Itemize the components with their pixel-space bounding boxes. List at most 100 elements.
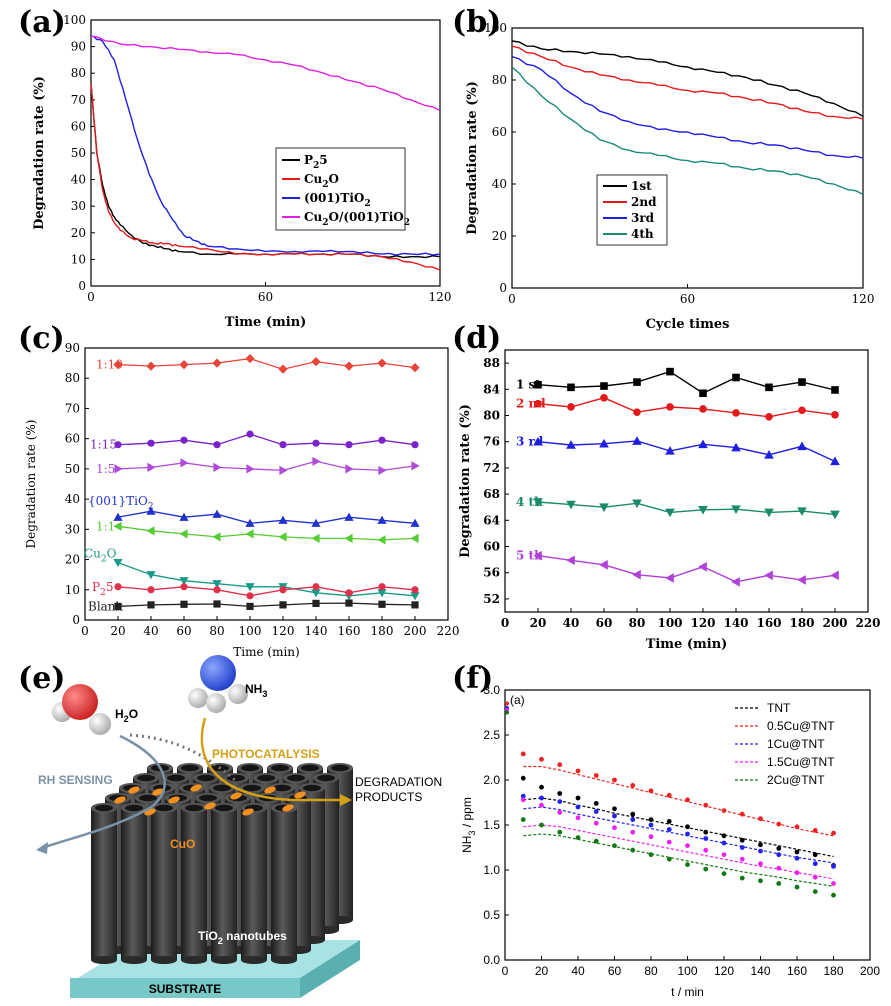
series-line-2 [90, 35, 441, 256]
nanotube-hole [215, 804, 233, 812]
nanotube-bottom [241, 956, 267, 964]
x-axis-label: Time (min) [225, 315, 307, 330]
nanotube-hole [139, 794, 157, 802]
data-point [575, 795, 581, 801]
series-label: 1:5 [96, 462, 115, 476]
hydrogen-atom [228, 684, 248, 704]
data-point [758, 848, 763, 854]
arrow-head [340, 794, 352, 806]
data-point [703, 836, 709, 841]
data-point [776, 865, 782, 871]
x-tick-label: 120 [690, 616, 715, 630]
legend-f: TNT 0.5Cu@TNT 1Cu@TNT 1.5Cu@TNT 2Cu@TNT [735, 701, 835, 787]
data-point [575, 804, 581, 810]
y-tick-label: 80 [483, 409, 500, 423]
data-point [114, 441, 122, 449]
data-point [593, 820, 599, 826]
data-point [794, 855, 800, 861]
panel-label-b: (b) [452, 5, 501, 40]
x-tick-label: 0 [81, 624, 89, 638]
y-tick-label: 2.5 [483, 728, 500, 742]
data-point [566, 440, 576, 449]
data-point [797, 441, 807, 451]
data-point [731, 442, 741, 452]
series-label: 1:10 [96, 358, 123, 372]
cuo-particle [128, 786, 140, 794]
data-point [721, 808, 727, 813]
fit-line-2 [523, 806, 834, 864]
data-point [147, 601, 155, 609]
data-point [666, 827, 672, 832]
nanotube-hole [241, 764, 259, 772]
series-label: 1:1 [96, 519, 115, 533]
nanotube-bottom [151, 956, 177, 964]
data-point [377, 535, 386, 545]
nanotube-bottom [271, 956, 297, 964]
nanotube-bottom [121, 956, 147, 964]
x-axis-label: t / min [671, 985, 704, 999]
data-point [797, 575, 806, 585]
data-point [666, 819, 672, 824]
x-tick-label: 0 [87, 290, 95, 304]
data-point [721, 833, 727, 839]
data-point [378, 436, 386, 444]
legend-label: 2nd [631, 195, 657, 209]
data-point [600, 382, 608, 390]
data-point [612, 806, 617, 812]
data-point [612, 813, 617, 819]
data-point [812, 828, 818, 833]
data-point [794, 884, 800, 890]
cuo-particle [282, 804, 294, 812]
data-point [520, 751, 526, 757]
fit-line-1 [523, 765, 834, 837]
y-axis-label: Degradation rate (%) [465, 81, 480, 235]
data-point [599, 438, 609, 448]
x-tick-label: 120 [852, 292, 875, 306]
series-label: 4 th [516, 495, 543, 509]
data-point [566, 500, 576, 510]
y-axis-label: Degradation rate (%) [24, 420, 38, 549]
data-point [539, 822, 544, 828]
data-point [344, 512, 354, 521]
legend-label: 0.5Cu@TNT [767, 719, 835, 733]
data-point [666, 839, 672, 845]
series-line-2 [117, 460, 416, 472]
series-line-5 [117, 561, 416, 597]
nanotube-hole [137, 774, 155, 782]
nanotube-hole [213, 784, 231, 792]
chart-a: 0 60 120 0 10 20 30 40 50 60 70 80 90 100 Time (min) De… [32, 13, 451, 330]
data-point [505, 710, 509, 715]
data-point [831, 864, 836, 869]
data-point [212, 509, 222, 518]
data-point [665, 446, 675, 455]
data-point [764, 508, 774, 518]
data-point [278, 515, 288, 524]
cuo-label: CuO [170, 837, 195, 851]
substrate-side [300, 940, 360, 998]
data-point [213, 586, 221, 594]
series-line-4 [537, 555, 836, 583]
data-point [612, 777, 617, 783]
hydrogen-atom [188, 688, 208, 708]
data-point [114, 602, 122, 610]
data-point [311, 589, 321, 598]
data-point [698, 439, 708, 449]
x-tick-label: 140 [723, 616, 748, 630]
y-tick-label: 20 [71, 226, 86, 240]
x-tick-label: 0 [508, 292, 516, 306]
data-point [213, 441, 221, 449]
series-line-0 [117, 357, 416, 370]
data-point [630, 811, 636, 817]
panel-label-e: (e) [18, 661, 65, 696]
y-tick-label: 1.0 [483, 863, 500, 877]
data-point [312, 599, 320, 607]
x-tick-label: 40 [143, 624, 158, 638]
data-point [539, 784, 544, 790]
data-point [180, 458, 189, 468]
data-point [593, 801, 599, 806]
y-tick-label: 64 [483, 513, 500, 527]
data-point [721, 840, 727, 846]
data-point [600, 394, 608, 402]
y-tick-label: 1.5 [483, 818, 500, 832]
